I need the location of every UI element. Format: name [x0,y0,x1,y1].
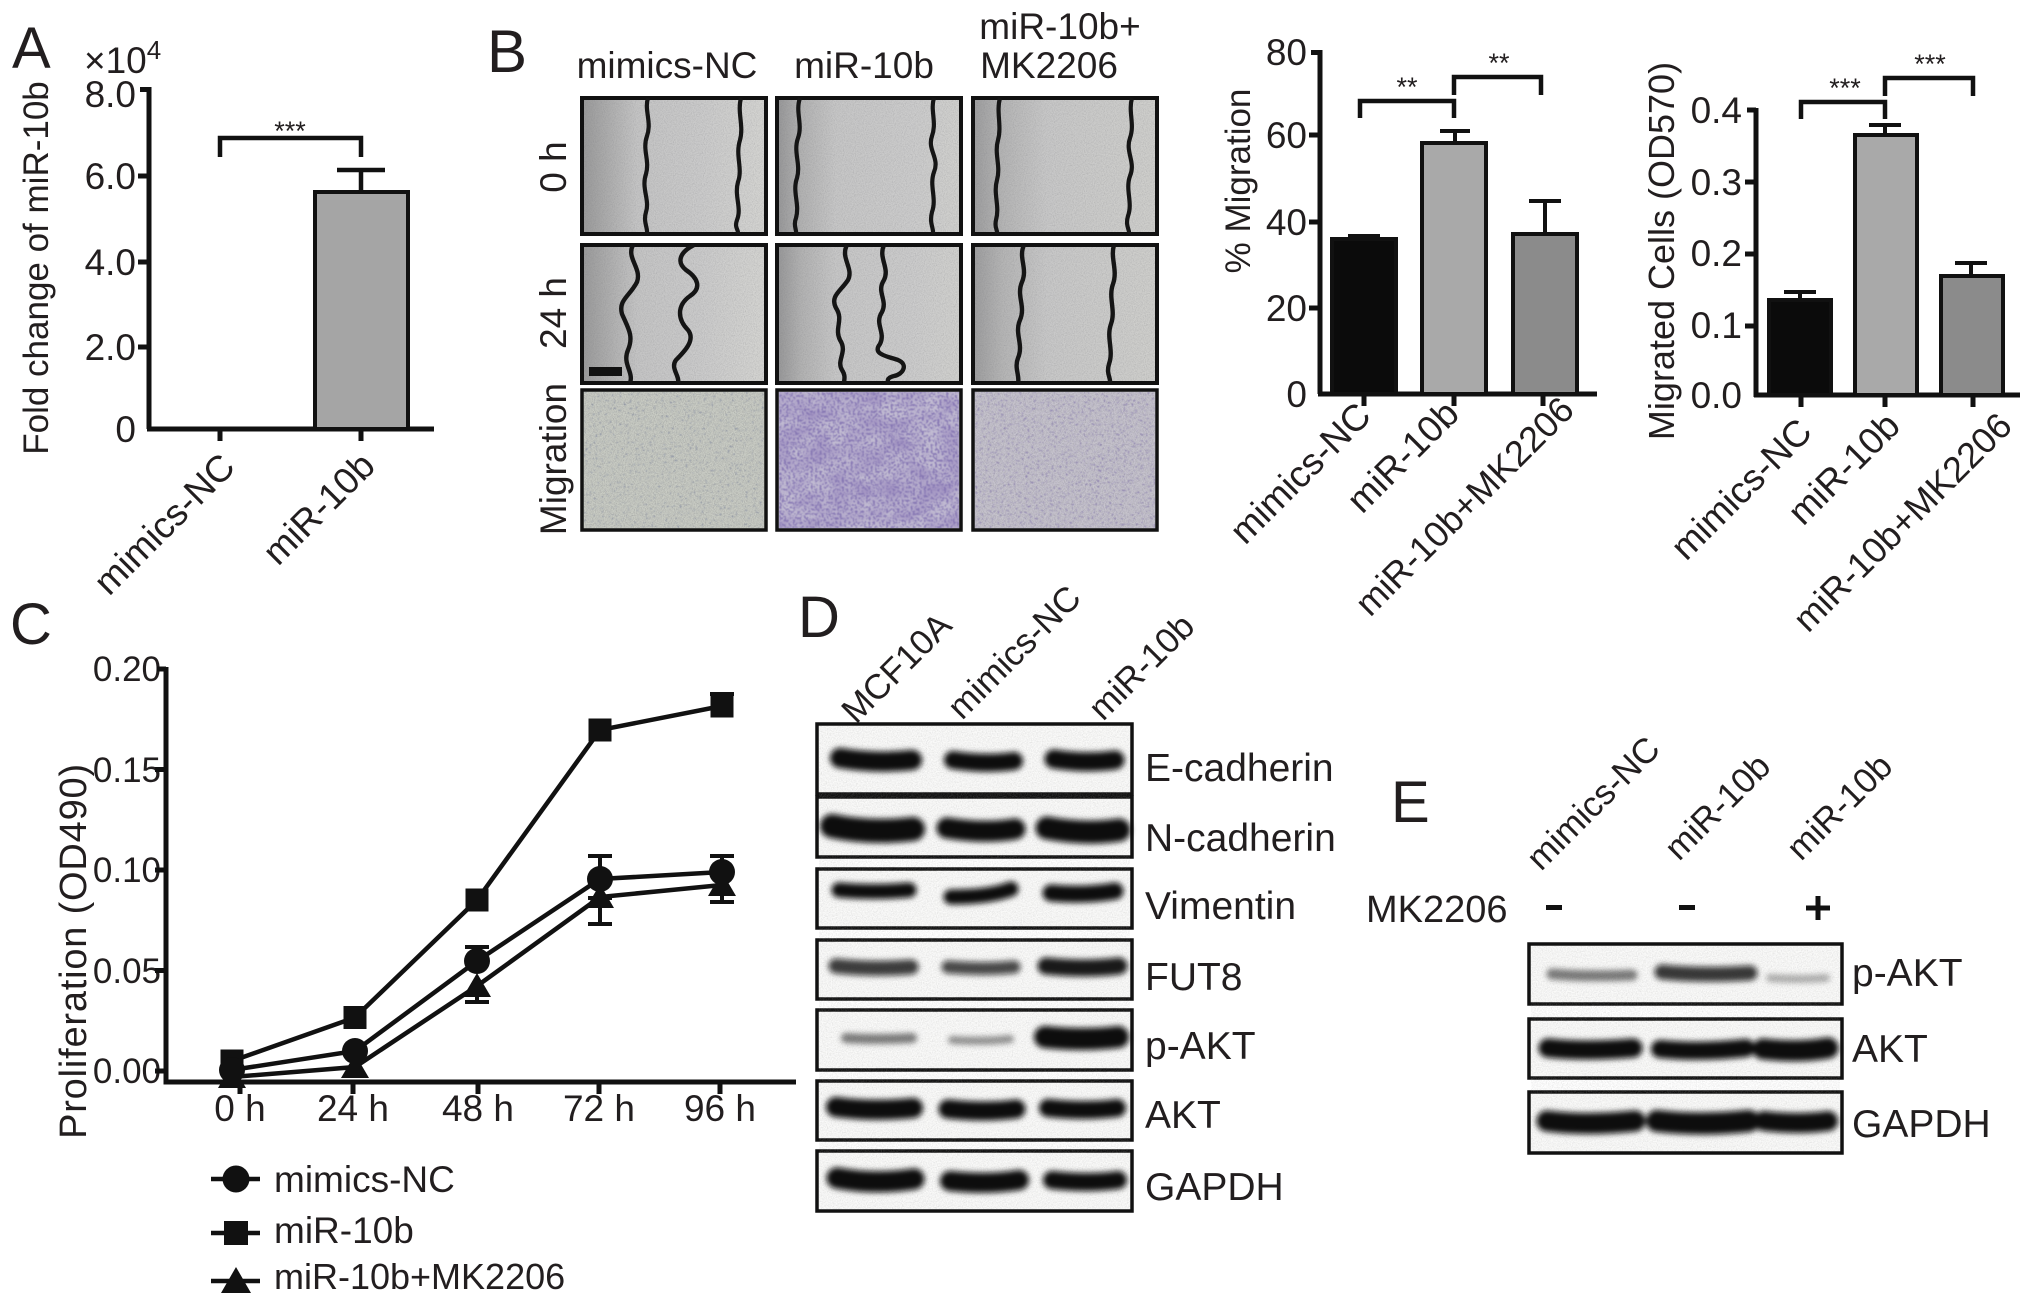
svg-text:miR-10b+MK2206: miR-10b+MK2206 [274,1256,565,1297]
svg-text:miR-10b: miR-10b [1779,747,1900,868]
svg-text:×104: ×104 [84,35,161,81]
svg-text:mimics-NC: mimics-NC [1519,729,1668,878]
svg-text:0.1: 0.1 [1691,305,1742,346]
svg-text:miR-10b: miR-10b [794,45,934,86]
svg-text:Migration: Migration [533,383,574,535]
svg-text:GAPDH: GAPDH [1145,1166,1284,1209]
svg-text:miR-10b: miR-10b [1081,607,1202,728]
svg-text:0.15: 0.15 [93,751,161,790]
svg-text:80: 80 [1266,32,1307,73]
svg-text:0.0: 0.0 [1691,375,1742,416]
svg-text:E-cadherin: E-cadherin [1145,747,1334,790]
svg-text:GAPDH: GAPDH [1852,1103,1991,1146]
svg-text:8.0: 8.0 [85,74,136,115]
svg-text:**: ** [1488,48,1510,78]
svg-text:mimics-NC: mimics-NC [274,1159,455,1200]
svg-text:p-AKT: p-AKT [1145,1025,1256,1068]
svg-text:% Migration: % Migration [1219,89,1258,274]
svg-text:mimics-NC: mimics-NC [940,578,1089,727]
svg-text:mimics-NC: mimics-NC [1222,395,1379,552]
svg-text:2.0: 2.0 [85,327,136,368]
svg-text:24 h: 24 h [317,1088,389,1129]
svg-text:0.3: 0.3 [1691,162,1742,203]
svg-text:48 h: 48 h [442,1088,514,1129]
svg-text:6.0: 6.0 [85,156,136,197]
svg-text:***: *** [274,116,306,146]
svg-text:Vimentin: Vimentin [1145,885,1296,928]
svg-text:0 h: 0 h [214,1088,265,1129]
svg-text:4.0: 4.0 [85,242,136,283]
svg-text:AKT: AKT [1145,1094,1221,1137]
svg-text:60: 60 [1266,115,1307,156]
svg-text:B: B [487,18,527,85]
svg-text:mimics-NC: mimics-NC [86,446,243,603]
svg-text:N-cadherin: N-cadherin [1145,817,1336,860]
svg-text:mimics-NC: mimics-NC [577,45,758,86]
svg-text:0: 0 [1286,374,1307,415]
svg-text:miR-10b: miR-10b [1657,747,1778,868]
svg-text:D: D [798,585,840,650]
svg-text:A: A [12,16,51,81]
svg-text:0.00: 0.00 [93,1052,161,1091]
svg-text:96 h: 96 h [684,1088,756,1129]
svg-text:0.2: 0.2 [1691,233,1742,274]
svg-text:FUT8: FUT8 [1145,956,1243,999]
svg-text:MK2206: MK2206 [1366,889,1508,931]
svg-text:MCF10A: MCF10A [834,605,960,731]
svg-text:miR-10b+MK2206: miR-10b+MK2206 [1785,405,2020,640]
svg-text:E: E [1391,770,1430,835]
svg-text:miR-10b: miR-10b [274,1210,414,1251]
svg-text:AKT: AKT [1852,1028,1928,1071]
svg-text:miR-10b: miR-10b [255,445,383,573]
svg-text:40: 40 [1266,202,1307,243]
svg-text:***: *** [1829,73,1861,103]
svg-text:miR-10b+: miR-10b+ [979,6,1140,47]
svg-text:Proliferation (OD490): Proliferation (OD490) [53,763,95,1139]
svg-text:24 h: 24 h [533,277,574,349]
svg-text:MK2206: MK2206 [980,45,1118,86]
svg-text:Migrated Cells (OD570): Migrated Cells (OD570) [1641,62,1682,440]
svg-text:0: 0 [115,409,136,450]
svg-text:p-AKT: p-AKT [1852,952,1963,995]
svg-text:72 h: 72 h [563,1088,635,1129]
svg-text:0 h: 0 h [533,141,574,192]
svg-text:Fold change of miR-10b: Fold change of miR-10b [17,81,56,455]
svg-text:C: C [10,592,52,657]
svg-text:***: *** [1914,49,1946,79]
svg-text:0.20: 0.20 [93,650,161,689]
svg-text:0.4: 0.4 [1691,90,1742,131]
svg-text:20: 20 [1266,288,1307,329]
svg-text:0.10: 0.10 [93,851,161,890]
svg-text:0.05: 0.05 [93,952,161,991]
svg-text:**: ** [1396,72,1418,102]
